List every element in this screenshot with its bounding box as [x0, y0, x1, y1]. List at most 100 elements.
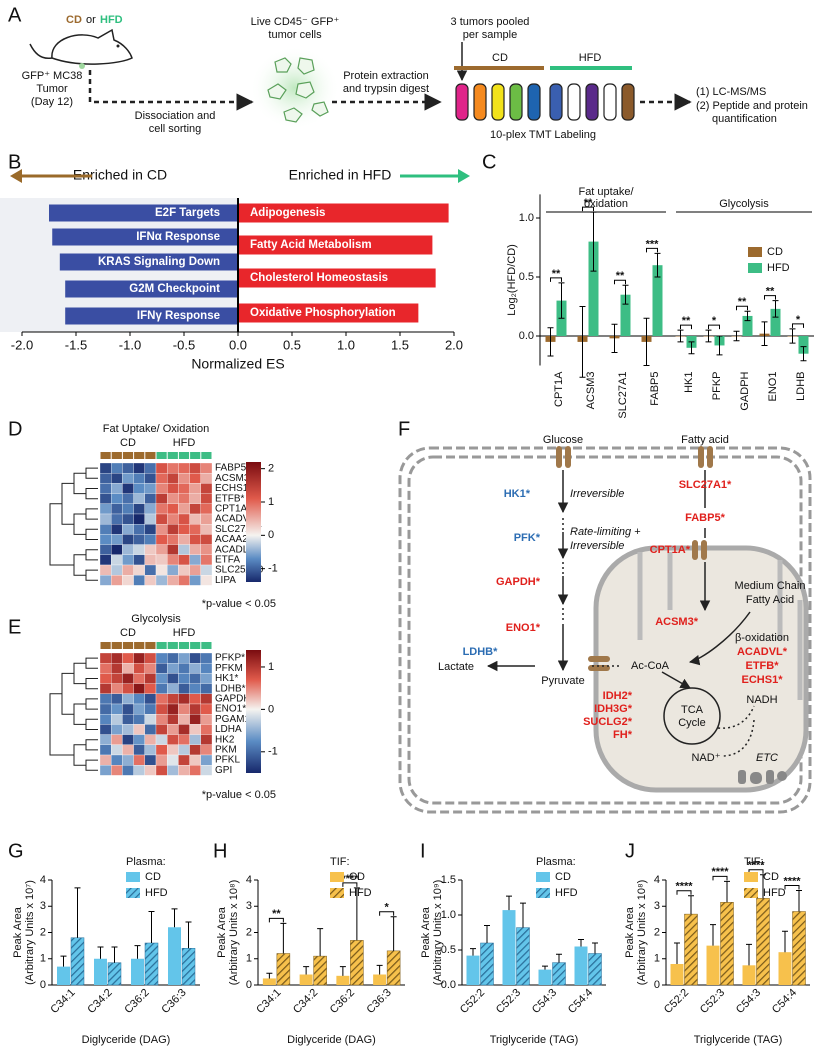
- cells: [267, 57, 329, 123]
- group-band: [156, 642, 167, 649]
- x-tick-label: C52:2: [662, 987, 691, 1016]
- heatmap-cell: [99, 765, 112, 776]
- heatmap-cell: [122, 663, 134, 674]
- heatmap-cell: [144, 652, 157, 664]
- heatmap-cell: [200, 564, 213, 576]
- x-tick-label: C54:4: [770, 987, 799, 1016]
- x-tick-label: C52:3: [494, 987, 523, 1016]
- legend-title: Plasma:: [536, 856, 576, 868]
- heatmap-cell: [144, 503, 157, 515]
- x-tick-label: HK1: [683, 372, 695, 393]
- heatmap-cell: [133, 524, 145, 535]
- dendrogram: [49, 657, 98, 771]
- heatmap-cell: [167, 473, 179, 484]
- heatmap-cell: [133, 714, 145, 725]
- error-bar: [134, 945, 141, 959]
- y-axis-label: Log₂(HFD/CD): [506, 244, 518, 316]
- heatmap-cell: [189, 744, 201, 756]
- row-label: PFKM: [215, 663, 243, 674]
- error-bar: [761, 321, 768, 346]
- heatmap-cell: [200, 534, 213, 545]
- heatmap-cell: [189, 564, 201, 576]
- heatmap-cell: [178, 714, 190, 725]
- heatmap-cell: [111, 754, 123, 766]
- error-bar: [520, 902, 526, 928]
- diet-hfd: HFD: [100, 14, 123, 26]
- note: Irreversible: [570, 488, 624, 500]
- x-tick-label: C54:3: [530, 987, 559, 1016]
- heatmap-cell: [178, 693, 190, 705]
- heatmap-cell: [167, 693, 179, 705]
- group-label: Glycolysis: [719, 198, 769, 210]
- legend-label: CD: [555, 871, 571, 883]
- heatmap-cell: [144, 534, 157, 545]
- heatmap-cell: [189, 724, 201, 735]
- heatmap-cell: [111, 493, 123, 504]
- bar: [144, 942, 159, 986]
- y-tick-label: 3: [40, 900, 46, 912]
- bar: [706, 945, 720, 985]
- bar: [168, 927, 181, 985]
- heatmap-cell: [155, 744, 168, 756]
- group-band: [100, 642, 111, 649]
- bar: [49, 204, 238, 222]
- error-bar: [796, 890, 802, 912]
- heatmap-cell: [167, 503, 179, 515]
- bar: [684, 913, 698, 986]
- heatmap-cell: [167, 575, 179, 586]
- bar: [70, 937, 85, 986]
- error-bar: [592, 942, 598, 954]
- heatmap-cell: [133, 754, 145, 766]
- group-band: [167, 642, 178, 649]
- heatmap-title: Glycolysis: [131, 613, 181, 625]
- bar-label: G2M Checkpoint: [129, 283, 220, 295]
- colorbar-tick-label: -1: [268, 563, 278, 575]
- etc-icons: [738, 770, 787, 784]
- heatmap-cell: [167, 513, 179, 525]
- heatmap-cell: [111, 683, 123, 694]
- colorbar-tick-label: 2: [268, 463, 274, 475]
- bar-label: E2F Targets: [155, 207, 220, 219]
- legend-arrowhead: [458, 169, 470, 183]
- heatmap-cell: [155, 734, 168, 745]
- heatmap-cell: [144, 663, 157, 674]
- heatmap-cell: [122, 714, 134, 725]
- heatmap-cell: [178, 462, 190, 474]
- group-label: HFD: [173, 627, 196, 639]
- heatmap-cell: [122, 544, 134, 555]
- group-band: [190, 452, 201, 459]
- error-bar: [677, 329, 684, 343]
- heatmap-cell: [155, 673, 168, 684]
- pool-label: 3 tumors pooled: [451, 16, 530, 28]
- error-bar: [339, 966, 346, 976]
- bar: [238, 268, 436, 288]
- panel-letter: G: [8, 840, 24, 862]
- gene: IDH3G*: [594, 703, 633, 715]
- heatmap-cell: [167, 564, 179, 576]
- significance-label: *: [384, 902, 389, 914]
- y-tick-label: 0: [654, 979, 660, 991]
- bar: [65, 307, 238, 325]
- legend-swatch: [748, 263, 762, 273]
- bar: [57, 966, 70, 985]
- step-label: and trypsin digest: [343, 83, 429, 95]
- heatmap-cell: [200, 673, 213, 684]
- group-label: CD: [120, 627, 136, 639]
- bar: [588, 241, 599, 336]
- x-tick-label: C54:4: [566, 987, 595, 1016]
- error-bar: [74, 887, 81, 938]
- heatmap-cell: [99, 744, 112, 756]
- heatmap-cell: [122, 483, 134, 494]
- panel-letter: H: [213, 840, 227, 862]
- row-label: ENO1*: [215, 704, 246, 715]
- bar: [386, 950, 401, 986]
- heatmap-cell: [122, 462, 134, 474]
- metabolite: Fatty Acid: [746, 594, 794, 606]
- panel-letter: A: [8, 4, 22, 26]
- legend-title: Plasma:: [126, 856, 166, 868]
- heatmap-cell: [99, 513, 112, 525]
- y-tick-label: 4: [654, 874, 660, 886]
- cristae: [637, 552, 803, 700]
- heatmap-cell: [167, 703, 179, 715]
- error-bar: [303, 966, 310, 975]
